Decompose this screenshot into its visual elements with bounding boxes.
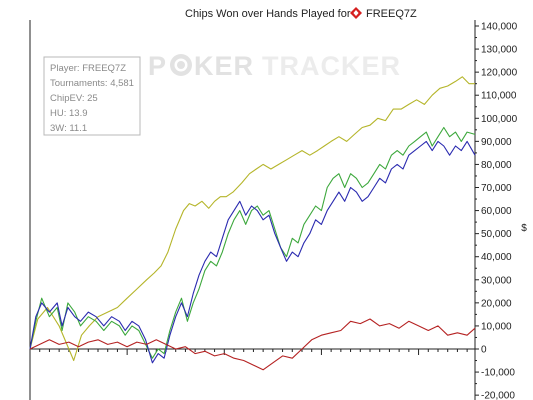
y-tick-label: -20,000 — [481, 391, 515, 400]
y-tick-label: 0 — [481, 345, 487, 356]
series-layer — [29, 76, 476, 371]
info-line-tournaments: Tournaments: 4,581 — [50, 78, 134, 89]
info-line-player: Player: FREEQ7Z — [50, 63, 126, 74]
watermark-ker: KER — [194, 51, 254, 81]
y-tick-label: 80,000 — [481, 160, 512, 171]
series-line-2 — [29, 140, 476, 364]
info-line-3w: 3W: 11.1 — [50, 123, 87, 134]
poker-chip-icon — [170, 54, 192, 76]
chart-title-text: Chips Won over Hands Played for — [185, 8, 351, 20]
y-tick-label: 120,000 — [481, 68, 518, 79]
watermark-p: P — [148, 51, 167, 81]
chart-title-player: FREEQ7Z — [366, 8, 417, 20]
series-line-3 — [29, 318, 476, 371]
y-tick-label: 90,000 — [481, 137, 512, 148]
y-tick-label: 130,000 — [481, 45, 518, 56]
y-tick-label: 30,000 — [481, 275, 512, 286]
watermark-tracker: TRACKER — [262, 51, 401, 81]
player-info-box: Player: FREEQ7Z Tournaments: 4,581 ChipE… — [43, 56, 141, 136]
chart-title: Chips Won over Hands Played for FREEQ7Z — [185, 7, 417, 20]
y-tick-label: 60,000 — [481, 206, 512, 217]
series-line-0 — [29, 76, 475, 362]
y-tick-label: 20,000 — [481, 298, 512, 309]
y-tick-label: 140,000 — [481, 22, 518, 33]
y-tick-label: 40,000 — [481, 252, 512, 263]
y-tick-label: -10,000 — [481, 368, 515, 379]
pokerstars-logo-icon — [350, 7, 362, 19]
pokertracker-watermark: P KER TRACKER — [148, 51, 401, 81]
chart-axes: 140,000 130,000 120,000 110,000 100,000 90,00… — [29, 20, 518, 400]
y-axis-label: $ — [521, 223, 527, 234]
y-tick-label: 10,000 — [481, 321, 512, 332]
y-tick-label: 110,000 — [481, 91, 517, 102]
info-line-hu: HU: 13.9 — [50, 108, 88, 119]
series-line-1 — [29, 126, 476, 359]
y-tick-label: 50,000 — [481, 229, 512, 240]
info-box-frame — [43, 56, 141, 136]
y-tick-label: 70,000 — [481, 183, 512, 194]
info-line-chipev: ChipEV: 25 — [50, 93, 98, 104]
y-tick-label: 100,000 — [481, 114, 518, 125]
